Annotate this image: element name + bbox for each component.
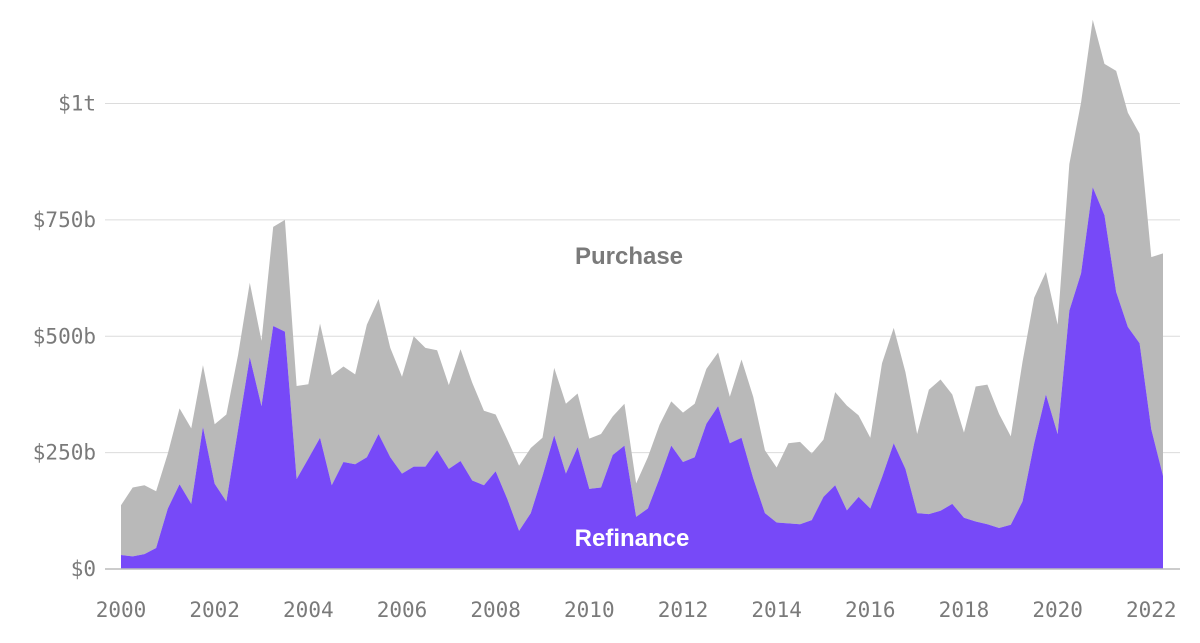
y-tick-label: $0 xyxy=(71,557,96,581)
x-tick-label: 2002 xyxy=(189,598,240,622)
x-tick-label: 2006 xyxy=(377,598,428,622)
y-tick-label: $250b xyxy=(33,441,96,465)
y-tick-label: $500b xyxy=(33,324,96,348)
x-tick-label: 2014 xyxy=(751,598,802,622)
refinance-series-label: Refinance xyxy=(575,525,690,552)
x-tick-label: 2016 xyxy=(845,598,896,622)
purchase-series-label: Purchase xyxy=(575,243,683,270)
x-tick-label: 2010 xyxy=(564,598,615,622)
x-tick-label: 2020 xyxy=(1032,598,1083,622)
y-axis-ticks: $0 $250b $500b $750b $1t xyxy=(33,92,96,582)
x-axis-ticks: 2000 2002 2004 2006 2008 2010 2012 2014 2016 2018… xyxy=(96,598,1177,622)
purchase-area xyxy=(121,19,1163,557)
x-tick-label: 2022 xyxy=(1126,598,1177,622)
x-tick-label: 2012 xyxy=(658,598,709,622)
x-tick-label: 2000 xyxy=(96,598,147,622)
y-tick-label: $1t xyxy=(58,92,96,116)
x-tick-label: 2018 xyxy=(939,598,990,622)
x-tick-label: 2004 xyxy=(283,598,334,622)
refinance-area xyxy=(121,187,1163,570)
x-tick-label: 2008 xyxy=(470,598,521,622)
y-tick-label: $750b xyxy=(33,208,96,232)
